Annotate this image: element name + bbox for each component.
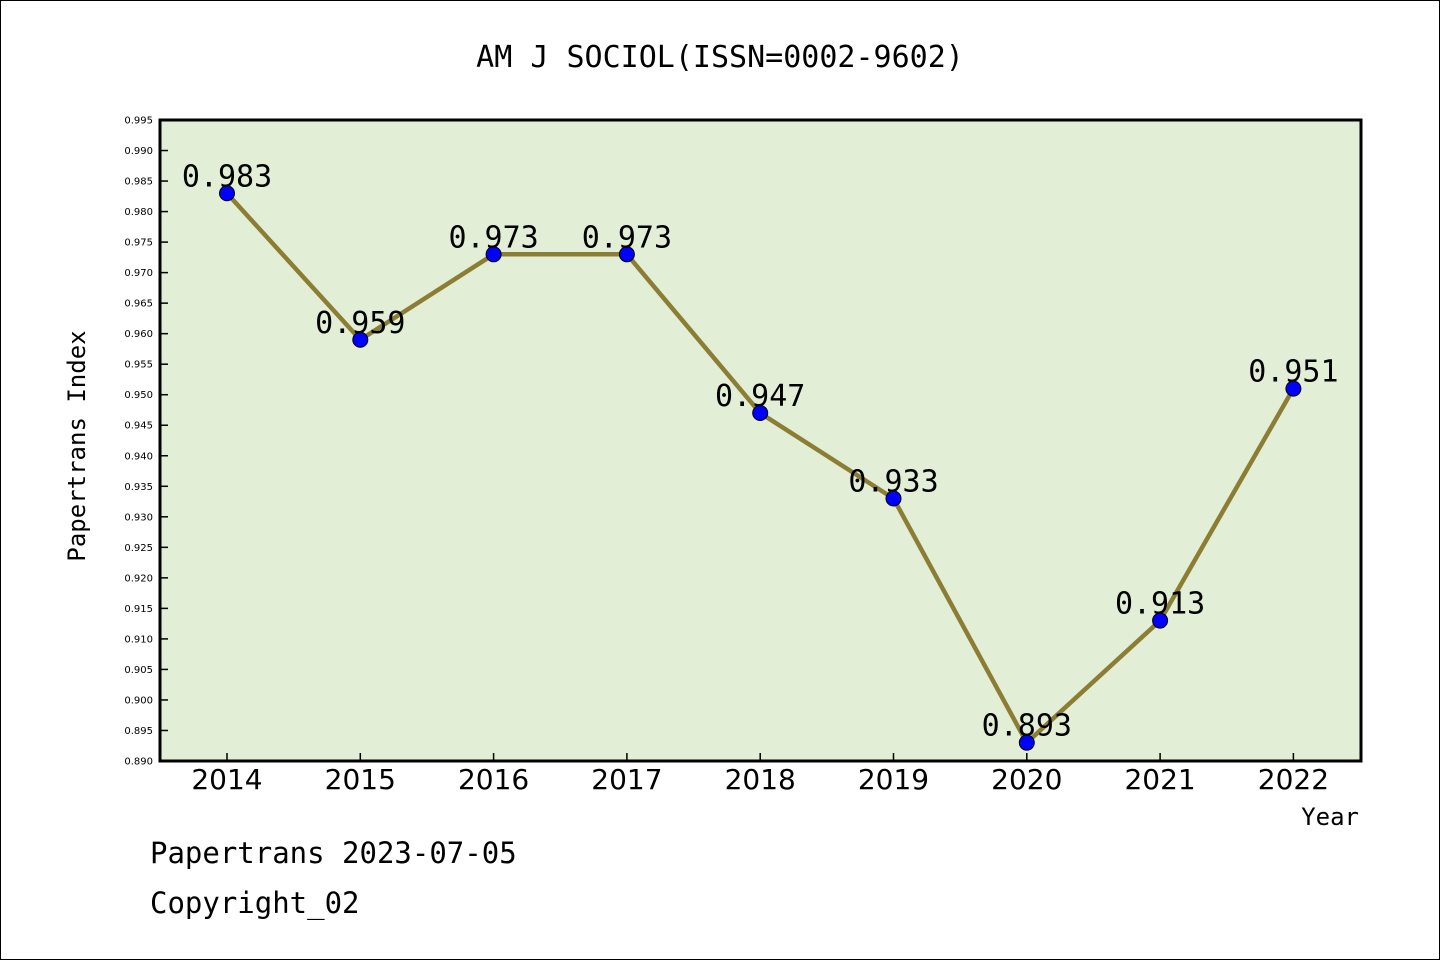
- y-tick-label: 0.990: [124, 146, 153, 157]
- x-tick-label: 2020: [991, 763, 1062, 796]
- y-tick-label: 0.920: [124, 573, 153, 584]
- x-tick-label: 2016: [458, 763, 529, 796]
- y-tick-label: 0.985: [124, 177, 153, 188]
- plot-area: [160, 120, 1361, 761]
- x-tick-label: 2021: [1124, 763, 1195, 796]
- y-tick-label: 0.975: [124, 238, 153, 249]
- y-tick-label: 0.960: [124, 329, 153, 340]
- x-axis-label: Year: [1301, 803, 1359, 831]
- x-tick-label: 2018: [725, 763, 796, 796]
- x-tick-label: 2014: [191, 763, 262, 796]
- x-tick-label: 2019: [858, 763, 929, 796]
- y-tick-label: 0.895: [124, 726, 153, 737]
- y-tick-label: 0.900: [124, 695, 153, 706]
- y-tick-label: 0.995: [124, 116, 153, 127]
- chart-title: AM J SOCIOL(ISSN=0002-9602): [476, 40, 964, 75]
- data-label: 0.951: [1248, 355, 1338, 390]
- y-tick-label: 0.955: [124, 360, 153, 371]
- y-tick-label: 0.965: [124, 299, 153, 310]
- y-tick-label: 0.970: [124, 268, 153, 279]
- y-tick-label: 0.910: [124, 634, 153, 645]
- data-label: 0.913: [1115, 587, 1205, 622]
- y-tick-label: 0.930: [124, 512, 153, 523]
- y-tick-label: 0.940: [124, 451, 153, 462]
- footer-copyright: Copyright_02: [150, 886, 360, 920]
- x-tick-label: 2022: [1258, 763, 1329, 796]
- data-label: 0.933: [848, 464, 938, 499]
- y-tick-label: 0.915: [124, 604, 153, 615]
- data-label: 0.983: [182, 159, 272, 194]
- y-tick-label: 0.950: [124, 390, 153, 401]
- data-label: 0.973: [582, 220, 672, 255]
- x-tick-label: 2015: [325, 763, 396, 796]
- y-tick-label: 0.905: [124, 665, 153, 676]
- y-tick-label: 0.945: [124, 421, 153, 432]
- y-tick-label: 0.935: [124, 482, 153, 493]
- data-label: 0.959: [315, 306, 405, 341]
- y-tick-label: 0.925: [124, 543, 153, 554]
- footer-date: Papertrans 2023-07-05: [150, 836, 517, 870]
- data-label: 0.973: [448, 220, 538, 255]
- y-tick-label: 0.890: [124, 757, 153, 768]
- y-axis-label: Papertrans Index: [63, 330, 91, 561]
- data-label: 0.893: [982, 709, 1072, 744]
- x-tick-label: 2017: [591, 763, 662, 796]
- data-label: 0.947: [715, 379, 805, 414]
- y-tick-label: 0.980: [124, 207, 153, 218]
